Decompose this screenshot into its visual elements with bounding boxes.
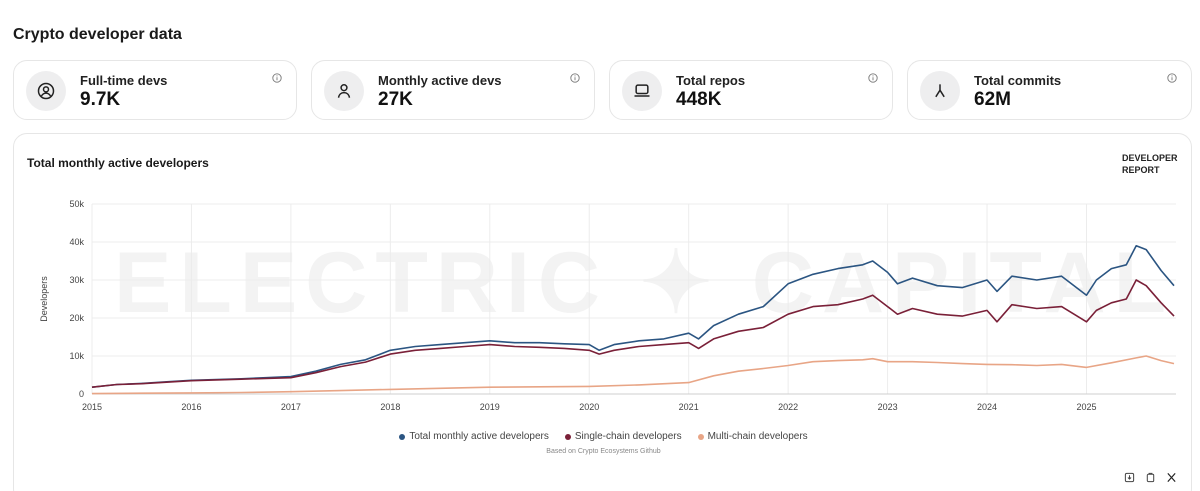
legend-label: Multi-chain developers — [707, 431, 808, 442]
chart-legend: Total monthly active developers Single-c… — [14, 431, 1193, 442]
grid-lines — [91, 203, 1176, 395]
chart-card: Total monthly active developers DEVELOPE… — [13, 133, 1192, 491]
y-tick-label: 40k — [69, 237, 84, 247]
x-tick-label: 2021 — [679, 402, 699, 412]
legend-item-single-chain[interactable]: Single-chain developers — [564, 431, 682, 442]
legend-dot — [399, 433, 406, 440]
stat-value: 9.7K — [80, 89, 121, 110]
info-icon[interactable] — [570, 73, 580, 83]
y-axis-label: Developers — [39, 276, 49, 322]
series-line-2[interactable] — [91, 355, 1175, 395]
stat-label: Full-time devs — [80, 73, 168, 88]
chart-tools — [1124, 472, 1177, 483]
copy-icon[interactable] — [1145, 472, 1156, 483]
x-tick-label: 2023 — [878, 402, 898, 412]
stat-card-total-repos[interactable]: Total repos 448K — [609, 60, 893, 120]
y-tick-label: 10k — [69, 351, 84, 361]
laptop-icon — [622, 71, 662, 111]
git-merge-icon — [920, 71, 960, 111]
stat-card-full-time-devs[interactable]: Full-time devs 9.7K — [13, 60, 297, 120]
info-icon[interactable] — [1167, 73, 1177, 83]
series-lines — [91, 245, 1175, 395]
watermark-text: ELECTRIC ✦ CAPITAL — [114, 235, 1174, 331]
legend-item-multi-chain[interactable]: Multi-chain developers — [697, 431, 808, 442]
source-note: Based on Crypto Ecosystems Github — [546, 448, 661, 455]
stat-label: Total repos — [676, 73, 746, 88]
legend-dot — [697, 433, 704, 440]
y-tick-label: 0 — [79, 389, 84, 399]
stat-value: 448K — [676, 89, 722, 110]
stat-cards: Full-time devs 9.7K Monthly active devs … — [13, 60, 1192, 120]
x-tick-label: 2024 — [977, 402, 997, 412]
user-circle-icon — [26, 71, 66, 111]
x-share-icon[interactable] — [1166, 472, 1177, 483]
y-tick-label: 30k — [69, 275, 84, 285]
chart-title: Total monthly active developers — [27, 156, 209, 170]
stat-value: 27K — [378, 89, 413, 110]
page-title: Crypto developer data — [13, 26, 182, 43]
y-tick-label: 50k — [69, 199, 84, 209]
x-tick-label: 2016 — [181, 402, 201, 412]
x-tick-label: 2018 — [380, 402, 400, 412]
stat-label: Total commits — [974, 73, 1062, 88]
axis-ticks: 0 10k 20k 30k 40k 50k 2015 2016 2017 2018 2019 2020… — [69, 199, 1096, 412]
stat-card-monthly-active-devs[interactable]: Monthly active devs 27K — [311, 60, 595, 120]
x-tick-label: 2015 — [82, 402, 102, 412]
info-icon[interactable] — [868, 73, 878, 83]
legend-item-total[interactable]: Total monthly active developers — [399, 431, 549, 442]
stat-label: Monthly active devs — [378, 73, 502, 88]
x-tick-label: 2019 — [480, 402, 500, 412]
x-tick-label: 2025 — [1076, 402, 1096, 412]
info-icon[interactable] — [272, 73, 282, 83]
download-icon[interactable] — [1124, 472, 1135, 483]
stat-value: 62M — [974, 89, 1011, 110]
x-tick-label: 2017 — [281, 402, 301, 412]
y-tick-label: 20k — [69, 313, 84, 323]
chart-plot: ELECTRIC ✦ CAPITAL 0 10k 20k 30k 40k 50k 2015 2… — [39, 199, 1176, 412]
x-tick-label: 2020 — [579, 402, 599, 412]
series-line-0[interactable] — [91, 245, 1175, 388]
legend-label: Total monthly active developers — [409, 431, 549, 442]
legend-label: Single-chain developers — [574, 431, 682, 442]
x-tick-label: 2022 — [778, 402, 798, 412]
series-line-1[interactable] — [91, 279, 1175, 388]
legend-dot — [564, 433, 571, 440]
developer-report-link[interactable]: DEVELOPER REPORT — [1122, 153, 1178, 175]
user-icon — [324, 71, 364, 111]
stat-card-total-commits[interactable]: Total commits 62M — [907, 60, 1192, 120]
